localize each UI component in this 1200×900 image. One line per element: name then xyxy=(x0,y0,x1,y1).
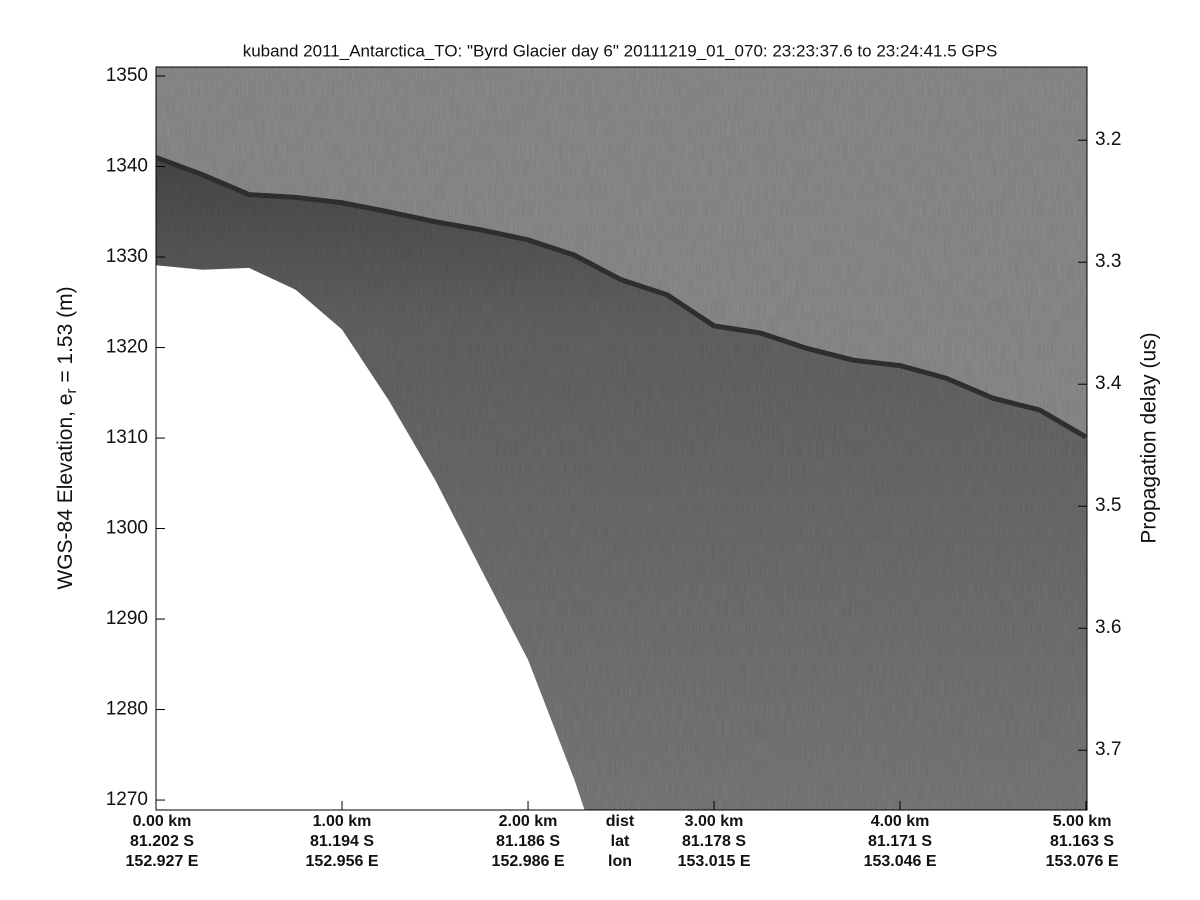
no-data-region xyxy=(156,265,585,810)
y-tick-label: 1290 xyxy=(106,608,148,629)
x-tick-label: 0.00 km xyxy=(133,813,192,830)
x-tick-label: 1.00 km xyxy=(313,813,372,830)
lon-label: 153.015 E xyxy=(678,853,751,870)
y2-tick-label: 3.7 xyxy=(1095,739,1121,760)
y-tick-label: 1310 xyxy=(106,427,148,448)
y-tick-label: 1270 xyxy=(106,789,148,810)
plot-area xyxy=(156,67,1087,810)
lat-label: 81.194 S xyxy=(310,833,374,850)
x-row-label: dist xyxy=(606,813,635,830)
axes: 1270 1280 1290 1300 1310 1320 1330 1340 1350 3.2 3… xyxy=(106,65,1122,870)
x-row-label: lon xyxy=(608,853,632,870)
chart-title: kuband 2011_Antarctica_TO: "Byrd Glacier… xyxy=(243,41,998,60)
y2-tick-label: 3.2 xyxy=(1095,129,1121,150)
lat-label: 81.186 S xyxy=(496,833,560,850)
y-tick-label: 1340 xyxy=(106,156,148,177)
lon-label: 152.956 E xyxy=(306,853,379,870)
lat-label: 81.202 S xyxy=(130,833,194,850)
y2-tick-label: 3.4 xyxy=(1095,373,1122,394)
lon-label: 153.076 E xyxy=(1046,853,1119,870)
lon-label: 152.986 E xyxy=(492,853,565,870)
y-tick-label: 1300 xyxy=(106,518,148,539)
y-label-rest: = 1.53 (m) xyxy=(54,286,77,388)
y2-axis-label: Propagation delay (us) xyxy=(1138,332,1161,543)
y-tick-label: 1350 xyxy=(106,65,148,86)
lat-label: 81.171 S xyxy=(868,833,932,850)
y2-tick-label: 3.3 xyxy=(1095,251,1121,272)
x-tick-label: 5.00 km xyxy=(1053,813,1112,830)
y-tick-label: 1280 xyxy=(106,699,148,720)
x-tick-label: 3.00 km xyxy=(685,813,744,830)
y2-tick-label: 3.6 xyxy=(1095,617,1121,638)
lat-label: 81.178 S xyxy=(682,833,746,850)
x-tick-label: 4.00 km xyxy=(871,813,930,830)
y-label-sub: r xyxy=(63,389,80,394)
y-axis-label: WGS-84 Elevation, er = 1.53 (m) xyxy=(54,286,80,589)
x-tick-label: 2.00 km xyxy=(499,813,558,830)
surface-line xyxy=(156,155,1087,440)
y2-tick-label: 3.5 xyxy=(1095,495,1121,516)
lon-label: 152.927 E xyxy=(126,853,199,870)
lat-label: 81.163 S xyxy=(1050,833,1114,850)
y-tick-label: 1330 xyxy=(106,246,148,267)
y-label-main: WGS-84 Elevation, e xyxy=(54,394,77,590)
x-row-label: lat xyxy=(611,833,630,850)
y-tick-label: 1320 xyxy=(106,337,148,358)
lon-label: 153.046 E xyxy=(864,853,937,870)
